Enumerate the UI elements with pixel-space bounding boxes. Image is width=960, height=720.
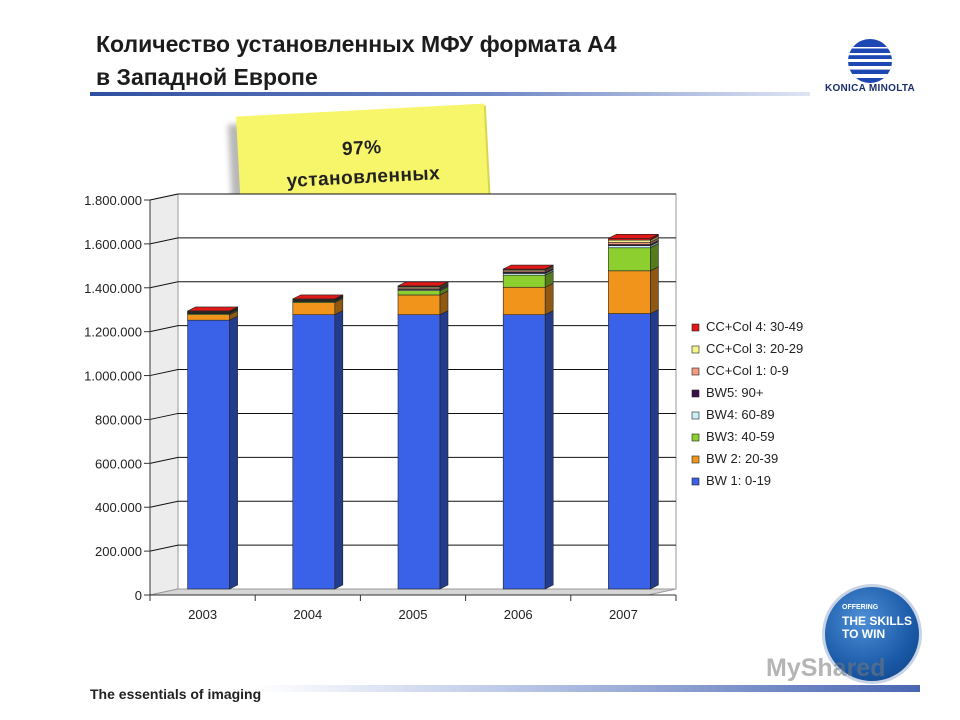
bar-segment <box>397 294 441 315</box>
bar-segment-side <box>650 266 659 315</box>
bar-segment <box>502 274 546 288</box>
legend-label: BW4: 60-89 <box>706 407 775 422</box>
bar-segment-side <box>544 282 554 316</box>
y-tick-label: 1.600.000 <box>84 237 142 252</box>
bar-segment-side <box>439 310 449 590</box>
footer-tagline: The essentials of imaging <box>90 686 262 702</box>
y-tick-label: 400.000 <box>95 500 142 515</box>
y-tick-label: 800.000 <box>95 412 142 427</box>
legend-swatch <box>691 389 700 398</box>
bar-segment <box>397 314 441 590</box>
legend-swatch <box>691 367 700 376</box>
bar-segment <box>397 290 441 296</box>
y-tick-label: 1.400.000 <box>84 281 142 296</box>
konica-minolta-logo-icon <box>848 39 892 83</box>
gridline <box>149 237 676 245</box>
brand-name: KONICA MINOLTA <box>824 83 916 94</box>
bar-segment <box>502 314 546 590</box>
bar-top <box>187 306 238 312</box>
bar-segment-side <box>229 315 238 590</box>
legend-swatch <box>691 455 700 464</box>
bar-segment <box>608 241 651 245</box>
header-divider <box>90 92 810 96</box>
skills-badge-icon <box>822 584 922 684</box>
legend-swatch <box>691 323 700 332</box>
bar-segment-side <box>650 309 659 590</box>
bar-top <box>608 234 659 239</box>
x-tick-label: 2003 <box>188 607 217 622</box>
chart-side-wall <box>149 193 179 596</box>
bar-segment <box>292 314 336 590</box>
badge-small-text: OFFERING <box>842 604 879 611</box>
page-title: Количество установленных МФУ формата А4 … <box>96 31 617 90</box>
bar-top <box>292 294 343 300</box>
legend-label: BW 2: 20-39 <box>706 451 778 466</box>
legend-swatch <box>691 411 700 420</box>
watermark: MyShared <box>766 654 886 682</box>
bar-segment <box>292 302 336 315</box>
x-tick-label: 2004 <box>293 607 322 622</box>
y-tick-label: 200.000 <box>95 544 142 559</box>
y-tick-label: 1.200.000 <box>84 325 142 340</box>
footer-divider <box>255 685 920 692</box>
legend-swatch <box>691 345 700 354</box>
bar-segment-side <box>650 243 659 272</box>
bar-segment <box>608 239 651 243</box>
legend-swatch <box>691 477 700 486</box>
legend-label: CC+Col 3: 20-29 <box>706 341 803 356</box>
bar-segment <box>187 314 230 321</box>
legend-label: CC+Col 1: 0-9 <box>706 363 789 378</box>
y-tick-label: 1.800.000 <box>84 193 142 208</box>
bar-top <box>397 281 449 287</box>
legend-label: BW 1: 0-19 <box>706 473 771 488</box>
bar-segment <box>608 247 651 272</box>
y-tick-label: 0 <box>135 588 142 603</box>
bar-segment-side <box>544 310 554 590</box>
bar-segment <box>608 270 651 314</box>
y-tick-label: 1.000.000 <box>84 369 142 384</box>
chart-floor <box>149 588 677 596</box>
legend-swatch <box>691 433 700 442</box>
bar-segment <box>608 245 651 249</box>
badge-main-text: THE SKILLS TO WIN <box>842 614 913 641</box>
gridline <box>149 193 676 201</box>
x-tick-label: 2005 <box>399 607 428 622</box>
bar-segment <box>187 319 230 590</box>
legend-label: CC+Col 4: 30-49 <box>706 319 803 334</box>
bar-segment-side <box>334 310 344 590</box>
bar-segment <box>608 313 651 590</box>
x-tick-label: 2006 <box>504 607 533 622</box>
legend-label: BW5: 90+ <box>706 385 763 400</box>
x-tick-label: 2007 <box>609 607 638 622</box>
legend-label: BW3: 40-59 <box>706 429 775 444</box>
bar-top <box>503 264 554 270</box>
y-tick-label: 600.000 <box>95 456 142 471</box>
bar-segment <box>502 286 546 315</box>
